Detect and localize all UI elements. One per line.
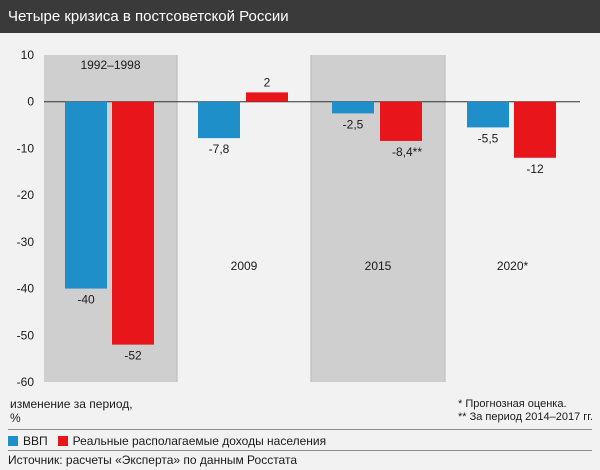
data-label: -40 <box>77 293 95 307</box>
divider-bottom <box>8 450 592 451</box>
legend-item-gdp: ВВП <box>8 434 48 448</box>
footnote-forecast: * Прогнозная оценка. <box>458 398 567 410</box>
data-label: -8,4** <box>392 145 422 159</box>
legend-label-income: Реальные располагаемые доходы населения <box>72 434 327 448</box>
data-label: -5,5 <box>478 131 499 145</box>
y-tick-label: -40 <box>17 282 35 296</box>
footnote-period: ** За период 2014–2017 гг. <box>458 411 593 423</box>
data-label: 2 <box>264 75 271 89</box>
bar-chart: 10 0 -10 -20 -30 -40 -50 -60 -40 -52 1992–1998 -7,8… <box>17 48 580 389</box>
category-label: 1992–1998 <box>80 58 140 72</box>
bar-0-1 <box>198 101 240 139</box>
legend-swatch-gdp <box>8 436 18 446</box>
footnotes: * Прогнозная оценка. ** За период 2014–2… <box>458 398 593 424</box>
divider-top <box>8 429 592 430</box>
legend-swatch-income <box>57 436 68 446</box>
panel-shade-2 <box>311 55 445 382</box>
bar-0-2 <box>332 101 374 114</box>
y-tick-label: -30 <box>17 235 35 249</box>
chart-title: Четыре кризиса в постсоветской России <box>0 0 600 33</box>
data-label: -2,5 <box>343 117 364 131</box>
bar-1-3 <box>514 101 556 158</box>
y-tick-label: -10 <box>17 141 35 155</box>
bar-1-0 <box>112 101 154 345</box>
y-axis-label: изменение за период, % <box>10 397 133 425</box>
legend-item-income: Реальные располагаемые доходы населения <box>57 434 327 448</box>
bar-0-3 <box>467 101 509 128</box>
legend: ВВП Реальные располагаемые доходы населе… <box>8 434 336 448</box>
source-note: Источник: расчеты «Эксперта» по данным Р… <box>8 453 298 467</box>
data-label: -12 <box>526 162 544 176</box>
category-label: 2020* <box>497 259 529 273</box>
y-tick-label: -60 <box>17 375 35 389</box>
bar-1-1 <box>246 92 288 102</box>
y-tick-label: -50 <box>17 328 35 342</box>
panel-shade-0 <box>44 55 177 382</box>
category-label: 2015 <box>365 259 392 273</box>
y-tick-label: -20 <box>17 188 35 202</box>
data-label: -7,8 <box>209 142 230 156</box>
data-label: -52 <box>124 349 142 363</box>
y-tick-label: 0 <box>27 95 34 109</box>
bar-1-2 <box>380 101 422 141</box>
category-label: 2009 <box>231 259 258 273</box>
y-tick-label: 10 <box>21 48 35 62</box>
bar-0-0 <box>65 101 107 289</box>
legend-label-gdp: ВВП <box>23 434 48 448</box>
